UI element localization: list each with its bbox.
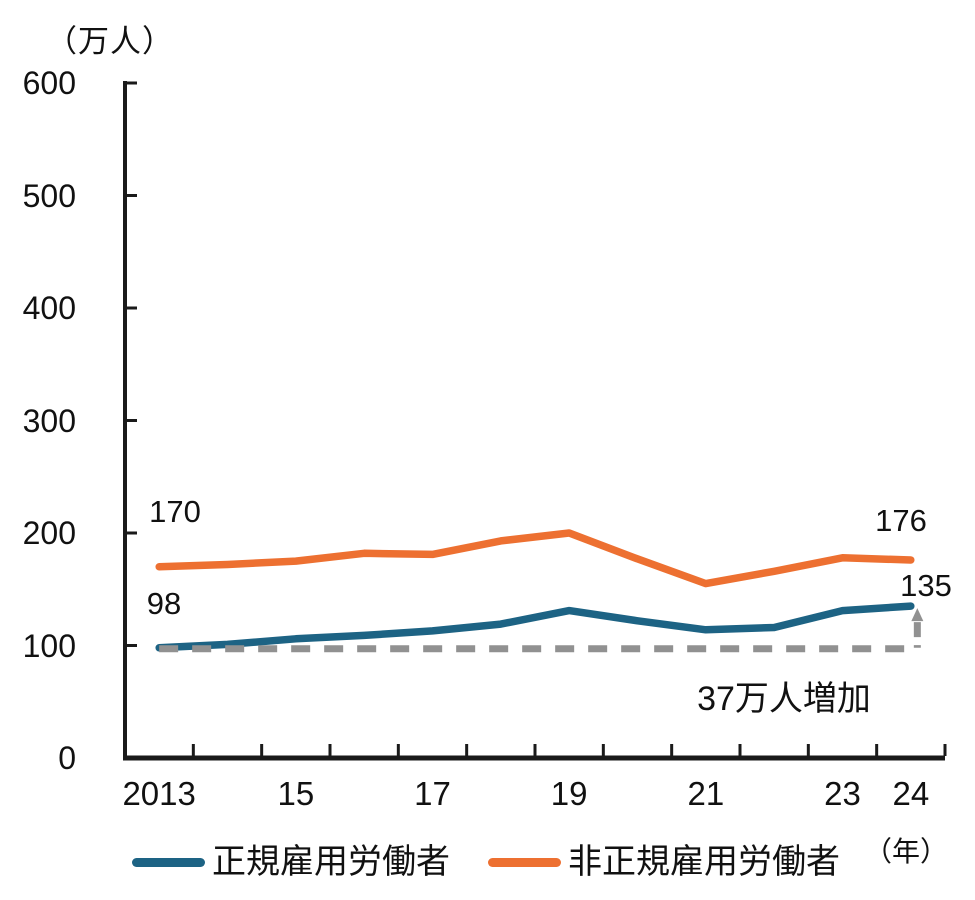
y-tick-label-100: 100 — [22, 627, 76, 664]
legend-swatch-regular — [132, 858, 205, 867]
y-axis-unit-label: （万人） — [46, 24, 174, 59]
legend-swatch-nonregular — [488, 858, 561, 867]
x-tick-label-2021: 21 — [687, 775, 725, 812]
x-axis-unit-label: （年） — [864, 836, 949, 867]
increase-annotation: 37万人増加 — [697, 680, 871, 718]
x-tick-label-2013: 2013 — [122, 775, 196, 812]
series-line-nonregular — [155, 529, 915, 588]
legend-label-regular: 正規雇用労働者 — [212, 843, 450, 881]
y-tick-label-0: 0 — [58, 740, 76, 776]
data-label-regular-2024: 135 — [900, 568, 952, 603]
y-tick-label-600: 600 — [22, 65, 76, 101]
x-tick-label-2023: 23 — [824, 775, 861, 812]
data-label-regular-2013: 98 — [146, 586, 182, 621]
increase-arrow-head — [911, 608, 924, 622]
y-tick-label-400: 400 — [22, 290, 76, 326]
legend-label-nonregular: 非正規雇用労働者 — [568, 843, 840, 881]
y-tick-label-500: 500 — [22, 177, 76, 214]
data-label-nonregular-2024: 176 — [875, 503, 927, 538]
x-tick-label-2015: 15 — [277, 775, 315, 812]
series-line-regular — [155, 602, 915, 652]
legend: 正規雇用労働者 非正規雇用労働者 （年） — [0, 836, 975, 890]
y-tick-label-200: 200 — [22, 515, 76, 551]
x-tick-label-2024: 24 — [892, 775, 930, 812]
x-tick-label-2017: 17 — [414, 775, 451, 812]
y-tick-label-300: 300 — [22, 402, 76, 439]
data-label-nonregular-2013: 170 — [149, 494, 201, 529]
x-tick-label-2019: 19 — [550, 775, 588, 812]
